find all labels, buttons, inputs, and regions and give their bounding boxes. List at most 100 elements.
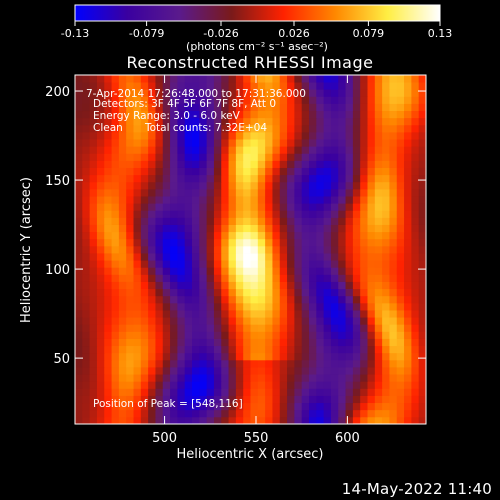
heatmap-cell bbox=[301, 388, 310, 396]
heatmap-cell bbox=[396, 331, 405, 339]
heatmap-cell bbox=[75, 82, 83, 90]
heatmap-cell bbox=[243, 409, 251, 418]
heatmap-cell bbox=[148, 174, 156, 183]
heatmap-cell bbox=[389, 260, 398, 268]
heatmap-cell bbox=[352, 124, 361, 133]
heatmap-cell bbox=[228, 131, 237, 140]
heatmap-cell bbox=[213, 188, 222, 197]
heatmap-cell bbox=[199, 174, 208, 183]
heatmap-cell bbox=[111, 89, 120, 97]
heatmap-cell bbox=[75, 231, 83, 240]
heatmap-cell bbox=[199, 160, 208, 168]
heatmap-cell bbox=[235, 409, 244, 418]
heatmap-cell bbox=[192, 281, 200, 290]
heatmap-cell bbox=[75, 75, 83, 83]
heatmap-cell bbox=[140, 253, 149, 261]
heatmap-cell bbox=[89, 224, 98, 233]
heatmap-cell bbox=[396, 188, 405, 197]
heatmap-cell bbox=[316, 345, 325, 354]
heatmap-cell bbox=[374, 267, 383, 275]
heatmap-cell bbox=[345, 253, 354, 261]
heatmap-cell bbox=[301, 224, 310, 233]
heatmap-cell bbox=[82, 274, 91, 282]
heatmap-cell bbox=[279, 253, 288, 261]
heatmap-cell bbox=[301, 416, 310, 425]
heatmap-cell bbox=[411, 274, 420, 282]
heatmap-cell bbox=[309, 274, 317, 282]
heatmap-cell bbox=[228, 352, 237, 361]
heatmap-cell bbox=[250, 146, 259, 154]
heatmap-cell bbox=[257, 374, 266, 382]
heatmap-cell bbox=[404, 274, 412, 282]
heatmap-cell bbox=[206, 367, 215, 375]
heatmap-cell bbox=[411, 302, 420, 311]
heatmap-cell bbox=[228, 381, 237, 389]
heatmap-cell bbox=[213, 367, 222, 375]
heatmap-cell bbox=[118, 317, 127, 325]
heatmap-cell bbox=[104, 388, 112, 396]
heatmap-cell bbox=[221, 260, 229, 268]
heatmap-cell bbox=[96, 181, 105, 190]
heatmap-cell bbox=[213, 288, 222, 297]
heatmap-cell bbox=[213, 381, 222, 389]
heatmap-cell bbox=[411, 253, 420, 261]
heatmap-cell bbox=[367, 89, 376, 97]
heatmap-cell bbox=[374, 338, 383, 347]
heatmap-cell bbox=[184, 139, 193, 147]
heatmap-cell bbox=[170, 117, 178, 126]
heatmap-cell bbox=[367, 253, 376, 261]
heatmap-cell bbox=[360, 367, 368, 375]
heatmap-cell bbox=[118, 82, 127, 90]
heatmap-cell bbox=[345, 96, 354, 104]
heatmap-cell bbox=[301, 124, 310, 133]
heatmap-cell bbox=[228, 117, 237, 126]
heatmap-cell bbox=[162, 288, 171, 297]
heatmap-cell bbox=[287, 245, 295, 254]
heatmap-cell bbox=[126, 367, 134, 375]
heatmap-cell bbox=[309, 167, 317, 176]
heatmap-cell bbox=[155, 146, 164, 154]
heatmap-cell bbox=[199, 139, 208, 147]
heatmap-cell bbox=[316, 395, 325, 404]
heatmap-cell bbox=[389, 345, 398, 354]
heatmap-cell bbox=[257, 324, 266, 332]
heatmap-cell bbox=[301, 374, 310, 382]
heatmap-cell bbox=[396, 146, 405, 154]
heatmap-cell bbox=[389, 160, 398, 168]
heatmap-cell bbox=[126, 381, 134, 389]
heatmap-cell bbox=[367, 217, 376, 225]
heatmap-cell bbox=[301, 110, 310, 119]
heatmap-cell bbox=[404, 117, 412, 126]
heatmap-cell bbox=[330, 416, 339, 425]
heatmap-cell bbox=[148, 317, 156, 325]
heatmap-cell bbox=[170, 188, 178, 197]
heatmap-cell bbox=[257, 331, 266, 339]
colorbar-tick-label: -0.079 bbox=[129, 27, 164, 40]
heatmap-cell bbox=[330, 302, 339, 311]
heatmap-cell bbox=[389, 167, 398, 176]
heatmap-cell bbox=[177, 359, 186, 368]
heatmap-cell bbox=[140, 146, 149, 154]
heatmap-cell bbox=[374, 217, 383, 225]
heatmap-cell bbox=[221, 388, 229, 396]
heatmap-cell bbox=[184, 338, 193, 347]
heatmap-cell bbox=[243, 181, 251, 190]
heatmap-cell bbox=[301, 139, 310, 147]
heatmap-cell bbox=[155, 139, 164, 147]
heatmap-cell bbox=[279, 75, 288, 83]
heatmap-cell bbox=[243, 388, 251, 396]
heatmap-cell bbox=[82, 345, 91, 354]
heatmap-cell bbox=[170, 89, 178, 97]
heatmap-cell bbox=[235, 260, 244, 268]
heatmap-cell bbox=[206, 174, 215, 183]
heatmap-cell bbox=[213, 131, 222, 140]
heatmap-cell bbox=[192, 203, 200, 211]
heatmap-cell bbox=[184, 181, 193, 190]
heatmap-cell bbox=[206, 352, 215, 361]
heatmap-cell bbox=[199, 395, 208, 404]
heatmap-cell bbox=[89, 310, 98, 318]
heatmap-cell bbox=[272, 181, 281, 190]
heatmap-cell bbox=[221, 317, 229, 325]
heatmap-cell bbox=[170, 338, 178, 347]
heatmap-cell bbox=[243, 324, 251, 332]
